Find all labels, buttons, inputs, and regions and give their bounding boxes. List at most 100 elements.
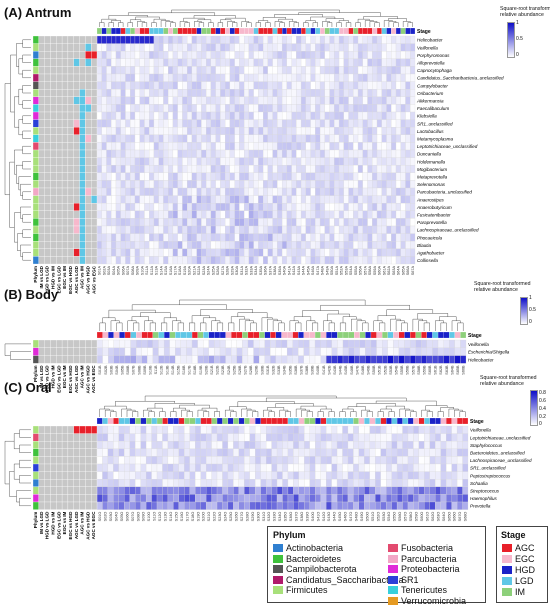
heatmap-cell xyxy=(244,142,250,151)
stage-cell xyxy=(125,27,131,35)
heatmap-cell xyxy=(353,104,359,113)
comparison-cell xyxy=(85,203,92,211)
heatmap-cell xyxy=(309,448,316,457)
heatmap-cell xyxy=(111,111,117,120)
heatmap-cell xyxy=(315,35,321,44)
heatmap-cell xyxy=(163,180,169,189)
heatmap-cell xyxy=(315,81,321,90)
phylum-legend-label: Parcubacteria xyxy=(401,553,457,564)
heatmap-cell xyxy=(222,456,229,465)
heatmap-cell xyxy=(270,347,277,356)
heatmap-cell xyxy=(262,58,268,67)
heatmap-cell xyxy=(210,35,216,44)
comparison-cell xyxy=(67,165,74,173)
comparison-cell xyxy=(44,463,51,472)
sample-dendrogram-branch xyxy=(289,21,297,27)
stage-cell xyxy=(200,417,207,425)
heatmap-cell xyxy=(262,127,268,135)
heatmap-cell xyxy=(205,501,212,510)
sample-label: S12O xyxy=(158,512,162,522)
comparison-cell xyxy=(38,463,45,472)
heatmap-cell xyxy=(348,89,354,97)
heatmap-cell xyxy=(381,149,387,158)
stage-cell xyxy=(220,27,226,35)
heatmap-cell xyxy=(229,119,235,128)
sample-dendrogram-branch xyxy=(356,403,396,407)
heatmap-cell xyxy=(216,448,223,457)
heatmap-cell xyxy=(376,43,382,52)
heatmap-cell xyxy=(163,89,169,97)
comparison-cell xyxy=(32,81,39,90)
heatmap-cell xyxy=(353,51,359,59)
heatmap-cell xyxy=(338,210,344,219)
heatmap-cell xyxy=(396,479,403,487)
heatmap-cell xyxy=(300,225,306,234)
taxon-label: Veillonella xyxy=(470,428,491,433)
heatmap-cell xyxy=(258,142,264,151)
heatmap-cell xyxy=(210,172,216,181)
heatmap-cell xyxy=(187,157,193,166)
comparison-cell xyxy=(85,241,92,249)
heatmap-cell xyxy=(319,89,325,97)
comparison-cell xyxy=(56,89,63,97)
heatmap-cell xyxy=(113,486,119,495)
comparison-label: EGC vs HGD xyxy=(68,265,73,294)
heatmap-cell xyxy=(130,149,136,158)
comparison-label: EGC vs IM xyxy=(62,266,67,289)
comparison-cell xyxy=(44,142,51,151)
heatmap-cell xyxy=(129,425,136,434)
sample-dendrogram-branch xyxy=(230,316,245,323)
heatmap-cell xyxy=(400,89,406,97)
heatmap-cell xyxy=(172,51,178,59)
heatmap-cell xyxy=(291,134,297,143)
heatmap-cell xyxy=(130,43,136,52)
sample-dendrogram-branch xyxy=(380,408,392,412)
heatmap-cell xyxy=(296,111,302,120)
heatmap-cell xyxy=(314,339,321,348)
taxa-dendrogram-branch xyxy=(22,115,31,124)
comparison-cell xyxy=(56,180,63,189)
sample-label: S27B xyxy=(244,365,248,375)
heatmap-cell xyxy=(253,347,260,356)
heatmap-cell xyxy=(315,241,321,249)
heatmap-cell xyxy=(153,180,159,189)
stage-cell xyxy=(451,417,458,425)
taxon-label: Lachnospiraceae_unclassified xyxy=(470,458,532,463)
comparison-cell xyxy=(91,501,98,510)
heatmap-cell xyxy=(300,58,306,67)
heatmap-cell xyxy=(255,471,261,480)
heatmap-cell xyxy=(227,456,234,465)
comparison-cell xyxy=(79,73,86,82)
heatmap-cell xyxy=(348,43,354,52)
heatmap-cell xyxy=(182,233,188,242)
heatmap-cell xyxy=(320,355,327,364)
heatmap-cell xyxy=(300,127,306,135)
heatmap-cell xyxy=(248,233,254,242)
heatmap-cell xyxy=(446,501,452,510)
heatmap-cell xyxy=(102,471,109,480)
heatmap-cell xyxy=(405,58,411,67)
heatmap-cell xyxy=(234,210,240,219)
heatmap-cell xyxy=(253,142,259,151)
heatmap-cell xyxy=(208,355,215,364)
comparison-cell xyxy=(44,165,51,173)
heatmap-cell xyxy=(248,51,254,59)
heatmap-cell xyxy=(258,51,264,59)
heatmap-cell xyxy=(319,104,325,113)
sample-label: S29O xyxy=(251,512,255,522)
stage-cell xyxy=(163,27,169,35)
heatmap-cell xyxy=(267,157,273,166)
heatmap-cell xyxy=(315,180,321,189)
comparison-cell xyxy=(61,89,69,97)
heatmap-cell xyxy=(338,225,344,234)
sample-dendrogram-branch xyxy=(293,316,312,321)
comparison-cell xyxy=(32,248,39,257)
heatmap-cell xyxy=(435,441,441,449)
heatmap-cell xyxy=(111,149,117,158)
heatmap-cell xyxy=(96,256,102,265)
stage-cell xyxy=(135,417,141,425)
heatmap-cell xyxy=(331,448,338,457)
comparison-cell xyxy=(50,456,57,465)
heatmap-cell xyxy=(163,248,169,257)
heatmap-cell xyxy=(215,51,221,59)
